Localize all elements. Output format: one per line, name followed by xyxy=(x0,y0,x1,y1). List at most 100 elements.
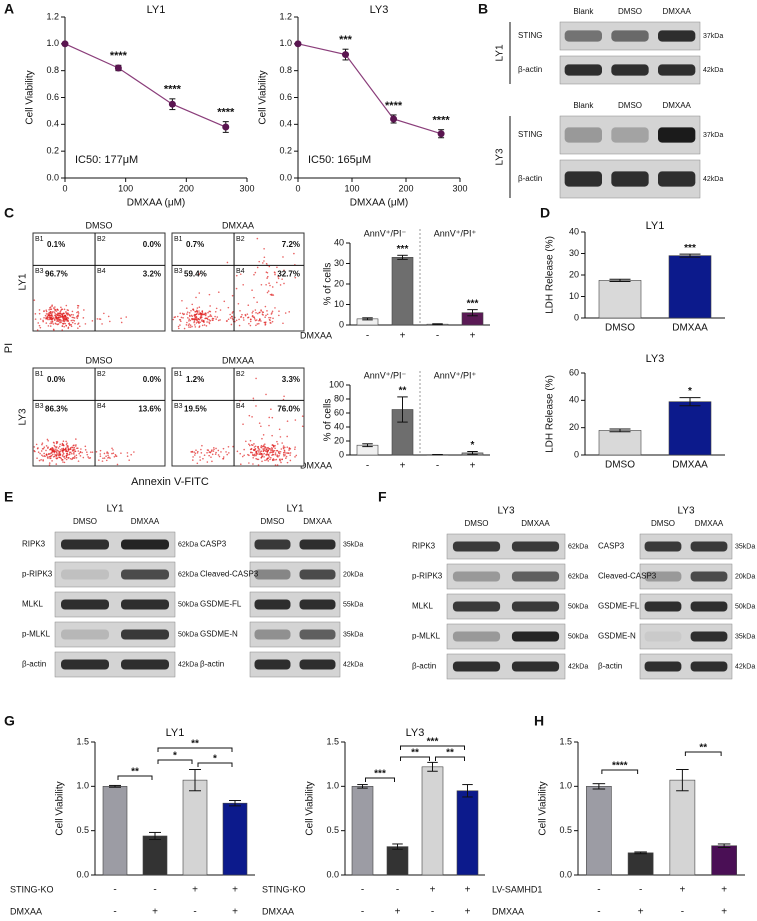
y-tick-label: 1.5 xyxy=(326,736,339,746)
event-dot xyxy=(34,318,37,320)
event-dot xyxy=(53,444,56,447)
event-dot xyxy=(56,452,58,454)
protein-label: GSDME-N xyxy=(598,632,636,641)
event-dot xyxy=(53,451,56,454)
event-dot xyxy=(283,395,285,398)
event-dot xyxy=(272,451,275,453)
event-dot xyxy=(59,321,61,324)
panel-label: G xyxy=(4,713,15,729)
protein-label: β-actin xyxy=(412,662,436,671)
event-dot xyxy=(59,314,61,316)
x-tick-label: 100 xyxy=(118,183,133,193)
band xyxy=(299,599,336,610)
event-dot xyxy=(72,319,74,322)
lane-label: DMSO xyxy=(73,517,97,526)
event-dot xyxy=(253,446,256,448)
event-dot xyxy=(256,266,259,269)
event-dot xyxy=(98,459,100,461)
event-dot xyxy=(241,455,244,458)
row-label: LY3 xyxy=(495,148,506,165)
event-dot xyxy=(54,313,56,315)
event-dot xyxy=(250,444,253,446)
quadrant-name: B3 xyxy=(35,403,44,410)
event-dot xyxy=(215,318,217,320)
event-dot xyxy=(51,311,54,314)
blot-title: LY3 xyxy=(497,506,514,517)
event-dot xyxy=(214,315,216,318)
event-dot xyxy=(208,293,211,296)
event-dot xyxy=(37,451,40,454)
event-dot xyxy=(263,260,265,262)
lane-label: DMSO xyxy=(465,519,489,528)
event-dot xyxy=(58,316,60,318)
event-dot xyxy=(276,266,278,269)
event-dot xyxy=(274,464,277,466)
event-dot xyxy=(107,454,109,457)
event-dot xyxy=(271,451,273,453)
y-tick-label: 0.0 xyxy=(326,869,339,879)
factor-level: - xyxy=(436,331,439,342)
size-label: 37kDa xyxy=(703,33,723,40)
event-dot xyxy=(213,446,215,449)
event-dot xyxy=(51,318,54,321)
factor-level: + xyxy=(721,907,727,918)
chart-title: LY3 xyxy=(370,4,389,16)
event-dot xyxy=(86,453,89,456)
bracket xyxy=(117,775,153,780)
significance: **** xyxy=(110,50,128,62)
event-dot xyxy=(66,312,68,315)
event-dot xyxy=(270,313,273,315)
event-dot xyxy=(48,456,51,458)
event-dot xyxy=(208,322,211,325)
event-dot xyxy=(48,311,51,314)
event-dot xyxy=(43,310,45,313)
y-axis-label: Cell Viability xyxy=(305,781,316,835)
event-dot xyxy=(225,451,227,453)
event-dot xyxy=(265,262,268,265)
bar xyxy=(668,255,712,319)
size-label: 50kDa xyxy=(735,603,755,610)
event-dot xyxy=(261,460,263,463)
bracket-label: ** xyxy=(699,743,707,754)
event-dot xyxy=(199,456,201,458)
band xyxy=(61,599,109,610)
quadrant-name: B2 xyxy=(236,371,245,378)
size-label: 50kDa xyxy=(178,631,198,638)
band xyxy=(121,539,169,550)
factor-level: + xyxy=(232,885,238,896)
event-dot xyxy=(64,314,67,317)
event-dot xyxy=(74,322,76,325)
event-dot xyxy=(99,449,102,452)
event-dot xyxy=(65,458,68,461)
event-dot xyxy=(211,453,214,456)
event-dot xyxy=(195,322,198,324)
event-dot xyxy=(58,451,61,453)
event-dot xyxy=(197,313,200,316)
factor-level: + xyxy=(470,331,476,342)
event-dot xyxy=(217,449,220,452)
event-dot xyxy=(188,326,190,328)
factor-level: - xyxy=(396,885,399,896)
event-dot xyxy=(289,459,292,462)
event-dot xyxy=(45,445,48,447)
chart-title: LY1 xyxy=(646,220,665,232)
band xyxy=(690,541,728,552)
event-dot xyxy=(253,453,256,456)
event-dot xyxy=(107,315,110,318)
event-dot xyxy=(49,457,51,460)
band xyxy=(690,601,728,612)
event-dot xyxy=(223,300,226,303)
event-dot xyxy=(54,453,56,456)
y-tick-label: 1.0 xyxy=(279,38,292,48)
event-dot xyxy=(54,316,57,319)
factor-level: + xyxy=(152,907,158,918)
event-dot xyxy=(62,461,64,463)
event-dot xyxy=(66,320,68,322)
event-dot xyxy=(249,439,252,442)
event-dot xyxy=(237,302,240,305)
x-tick-label: DMXAA xyxy=(672,460,708,471)
group-label: AnnV⁺/PI⁻ xyxy=(364,228,407,238)
size-label: 35kDa xyxy=(343,541,363,548)
event-dot xyxy=(68,448,71,451)
event-dot xyxy=(276,449,278,452)
